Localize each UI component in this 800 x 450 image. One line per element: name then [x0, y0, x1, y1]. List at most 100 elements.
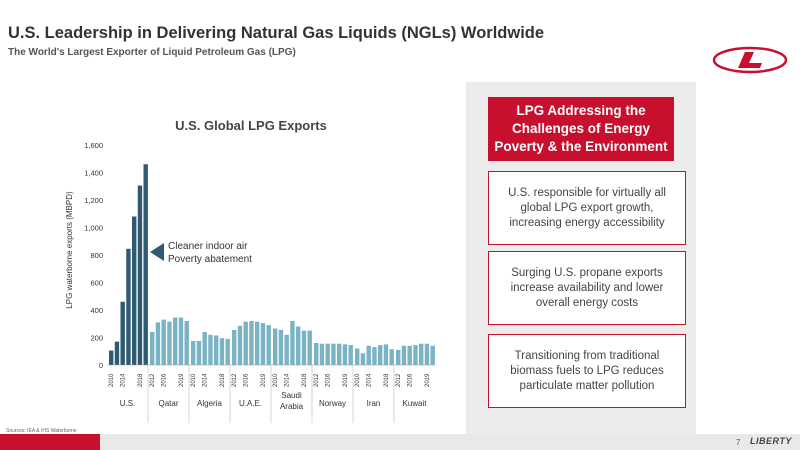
bar-qatar-0: [150, 332, 155, 365]
x-group-label: Iran: [367, 399, 381, 408]
brand-wordmark: LIBERTY: [750, 436, 792, 446]
bar-saudi-arabia-6: [307, 330, 312, 365]
bar-norway-4: [337, 343, 342, 365]
slide-subtitle: The World's Largest Exporter of Liquid P…: [8, 47, 296, 58]
annotation-line-1: Cleaner indoor air: [168, 241, 248, 252]
x-year-label: 2019: [425, 373, 431, 387]
panel-point-2: Surging U.S. propane exports increase av…: [488, 251, 686, 325]
x-group-label: U.S.: [120, 399, 136, 408]
bar-u-s--6: [143, 164, 148, 365]
bar-kuwait-4: [419, 343, 424, 365]
x-year-label: 2014: [285, 373, 291, 387]
x-year-label: 2010: [109, 373, 115, 387]
lpg-exports-chart: U.S. Global LPG Exports LPG waterborne e…: [65, 118, 435, 423]
bar-algeria-2: [202, 332, 207, 365]
y-tick-label: 0: [99, 361, 103, 370]
bar-qatar-6: [184, 321, 189, 365]
bar-kuwait-3: [413, 345, 418, 365]
bar-norway-1: [319, 343, 325, 365]
x-group-label: Norway: [319, 399, 346, 408]
x-group-label: Arabia: [280, 402, 304, 411]
x-year-label: 2014: [203, 373, 209, 387]
bar-algeria-3: [208, 334, 213, 365]
bar-qatar-3: [167, 321, 172, 365]
bar-saudi-arabia-1: [278, 329, 284, 365]
bar-u-a-e--1: [237, 325, 243, 365]
bar-iran-6: [389, 349, 394, 365]
bar-kuwait-1: [401, 345, 407, 365]
bar-u-a-e--2: [243, 321, 248, 365]
chart-title: U.S. Global LPG Exports: [175, 118, 327, 133]
bar-u-a-e--3: [249, 321, 254, 365]
bar-u-s--5: [137, 185, 143, 365]
x-group-label: Algeria: [197, 399, 222, 408]
x-year-label: 2010: [273, 373, 279, 387]
bar-norway-0: [314, 343, 319, 365]
slide-title: U.S. Leadership in Delivering Natural Ga…: [8, 24, 545, 42]
bar-norway-6: [348, 345, 353, 365]
bar-algeria-5: [219, 338, 225, 365]
footer-bar: [0, 434, 800, 450]
y-tick-label: 1,000: [84, 224, 103, 233]
panel-point-3: Transitioning from traditional biomass f…: [488, 334, 686, 408]
bar-u-s--1: [114, 341, 120, 365]
bar-u-s--3: [126, 248, 131, 365]
bar-saudi-arabia-3: [290, 321, 295, 365]
x-year-label: 2019: [179, 373, 185, 387]
bar-iran-0: [355, 348, 360, 365]
footer-accent: [0, 434, 100, 450]
bar-norway-5: [342, 344, 348, 365]
x-year-label: 2014: [121, 373, 127, 387]
y-tick-label: 1,200: [84, 196, 103, 205]
bar-saudi-arabia-4: [296, 326, 301, 365]
y-axis-label: LPG waterborne exports (MBPD): [65, 191, 74, 309]
bar-u-s--0: [109, 350, 114, 365]
bar-u-a-e--4: [255, 321, 260, 365]
bar-qatar-4: [173, 317, 178, 365]
bar-u-a-e--5: [260, 323, 266, 365]
x-year-label: 2018: [138, 373, 144, 387]
bar-iran-2: [366, 345, 371, 365]
bar-iran-1: [360, 353, 366, 365]
bar-kuwait-2: [407, 345, 412, 365]
bar-u-a-e--6: [266, 325, 271, 365]
annotation-arrow-icon: [150, 243, 164, 261]
x-year-label: 2012: [314, 373, 320, 387]
x-year-label: 2018: [302, 373, 308, 387]
bar-u-a-e--0: [232, 329, 237, 365]
y-tick-label: 1,600: [84, 141, 103, 150]
x-year-label: 2012: [150, 373, 156, 387]
x-year-label: 2014: [367, 373, 373, 387]
x-year-label: 2018: [384, 373, 390, 387]
bar-algeria-4: [214, 335, 219, 365]
panel-heading: LPG Addressing the Challenges of Energy …: [488, 97, 674, 161]
bar-kuwait-0: [396, 349, 401, 365]
bar-qatar-1: [155, 322, 161, 365]
y-tick-label: 600: [90, 279, 103, 288]
x-year-label: 2010: [355, 373, 361, 387]
y-tick-label: 1,400: [84, 169, 103, 178]
bar-saudi-arabia-5: [301, 330, 307, 365]
bar-iran-5: [383, 344, 389, 365]
bar-u-s--2: [120, 301, 125, 365]
bar-norway-2: [325, 343, 330, 365]
x-year-label: 2016: [244, 373, 250, 387]
bar-algeria-0: [191, 340, 196, 365]
bar-u-s--4: [132, 216, 137, 365]
y-tick-label: 200: [90, 334, 103, 343]
bar-qatar-2: [161, 319, 166, 365]
annotation-line-2: Poverty abatement: [168, 254, 252, 265]
liberty-l-logo-icon: [712, 46, 788, 74]
bar-kuwait-5: [424, 343, 430, 365]
x-year-label: 2016: [162, 373, 168, 387]
bar-saudi-arabia-0: [273, 328, 278, 365]
x-group-label: Saudi: [281, 391, 302, 400]
x-group-label: Qatar: [158, 399, 178, 408]
x-year-label: 2016: [408, 373, 414, 387]
bar-norway-3: [331, 343, 336, 365]
x-year-label: 2012: [396, 373, 402, 387]
x-year-label: 2018: [220, 373, 226, 387]
y-tick-label: 800: [90, 251, 103, 260]
x-year-label: 2010: [191, 373, 197, 387]
bar-saudi-arabia-2: [284, 334, 289, 365]
